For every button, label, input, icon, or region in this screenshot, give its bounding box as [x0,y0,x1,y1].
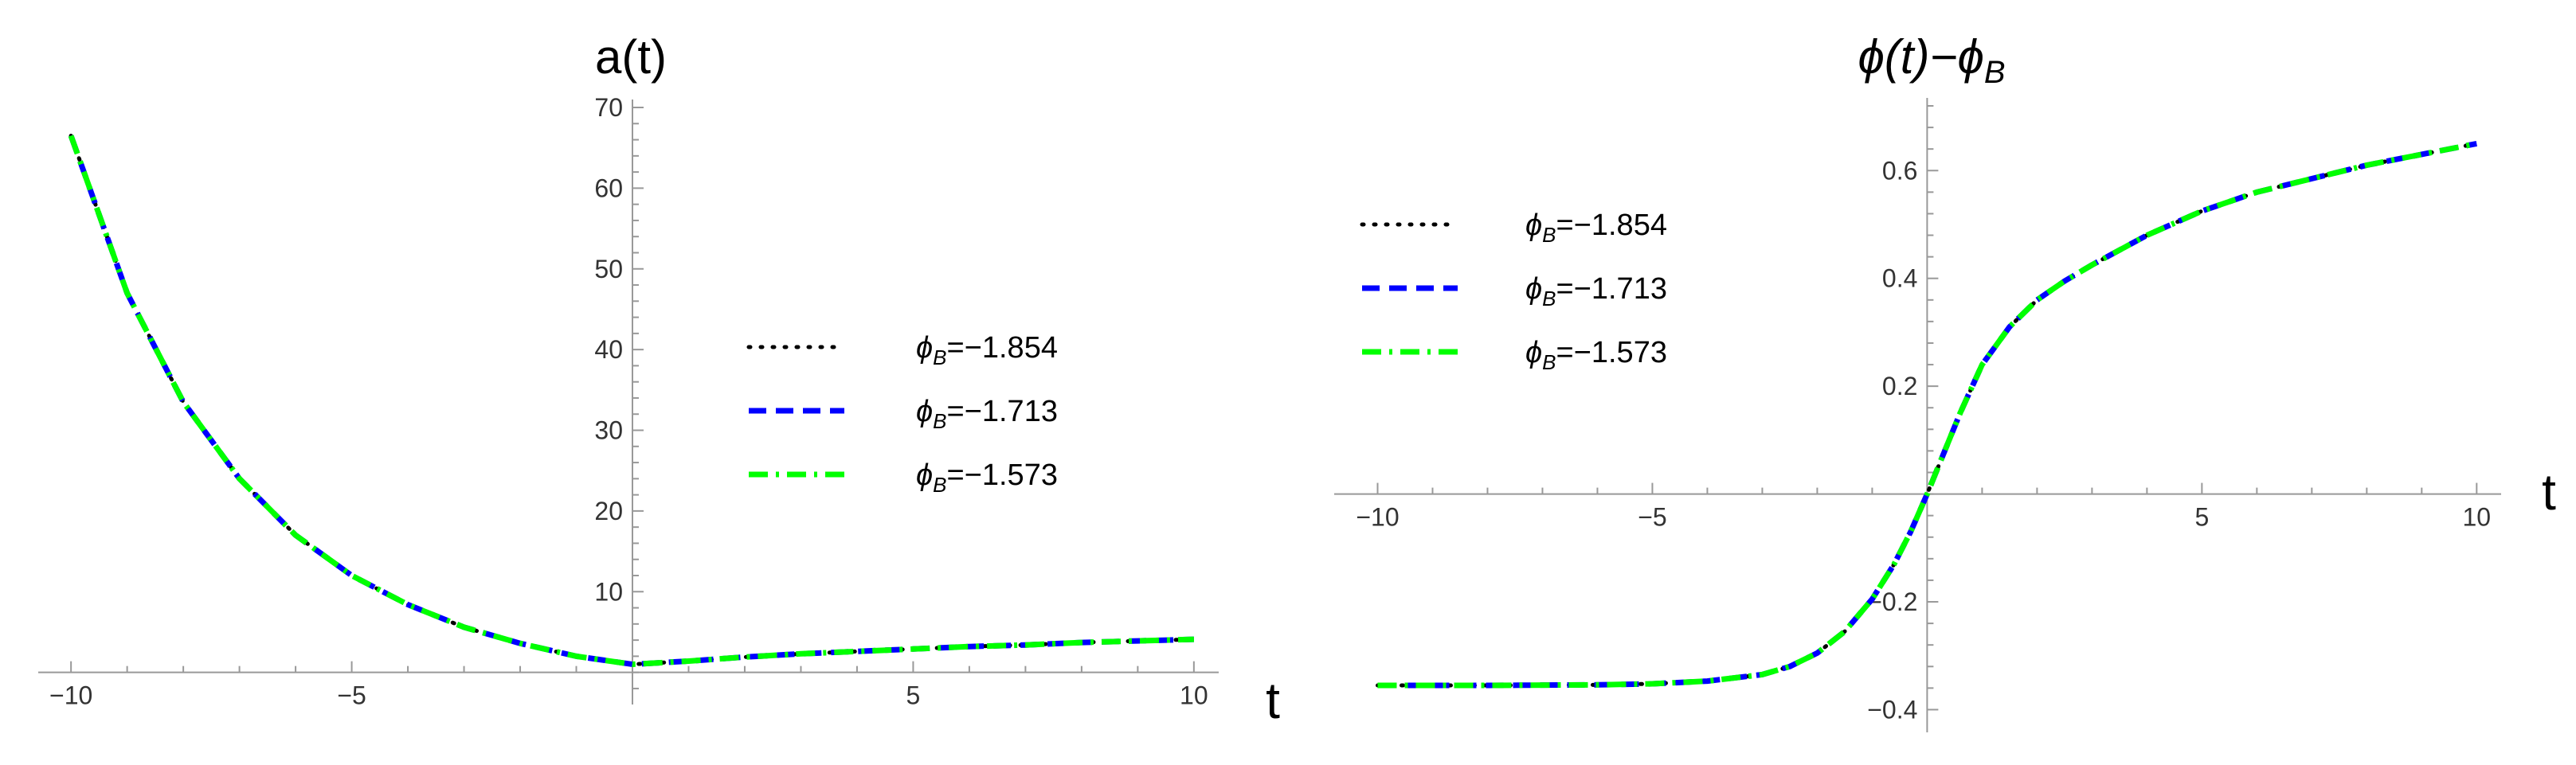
x-tick-label: 10 [2463,503,2492,532]
legend: ϕB=−1.854 ϕB=−1.713 ϕB=−1.573 [746,331,1058,497]
panel-phi-minus-phib: −10 −5 5 10−0.4−0.20.20.40.6ϕ(t)−ϕBtϕB=−1.8… [1334,30,2556,732]
x-tick-label: −5 [337,681,366,710]
legend: ϕB=−1.854 ϕB=−1.713 ϕB=−1.573 [1360,209,1667,374]
x-tick-label: −5 [1638,503,1666,532]
x-tick-label: 10 [1180,681,1208,710]
y-tick-label: 40 [594,335,623,364]
legend-label-1: ϕB=−1.854 [1525,209,1667,247]
y-tick-label: 70 [594,93,623,122]
x-tick-label: 5 [2194,503,2209,532]
legend-label-1: ϕB=−1.854 [916,331,1058,369]
y-tick-label: 10 [594,577,623,606]
series-line-3 [68,135,1194,667]
chart-title: ϕ(t)−ϕB [1858,30,2005,90]
x-tick-label: −10 [49,681,92,710]
y-tick-label: −0.4 [1867,695,1917,724]
y-tick-label: 0.2 [1882,372,1917,400]
legend-label-2: ϕB=−1.713 [1525,272,1667,310]
x-axis-label: t [1266,672,1280,729]
legend-label-3: ϕB=−1.573 [1525,336,1667,374]
chart-title: a(t) [595,30,667,84]
x-axis-label: t [2542,463,2556,521]
panel-a-of-t: −10 −5 5 1010203040506070a(t)tϕB=−1.854ϕB=−… [38,30,1280,729]
y-tick-label: 0.6 [1882,156,1917,185]
series-line-2 [1377,140,2477,689]
y-tick-label: 60 [594,174,623,202]
legend-label-2: ϕB=−1.713 [916,395,1058,433]
y-tick-label: 50 [594,255,623,283]
y-tick-label: 0.4 [1882,264,1917,293]
x-tick-label: −10 [1356,503,1399,532]
series-line-3 [1377,140,2477,689]
y-tick-label: 20 [594,497,623,525]
legend-label-3: ϕB=−1.573 [916,459,1058,497]
y-tick-label: 30 [594,416,623,445]
x-tick-label: 5 [906,681,921,710]
